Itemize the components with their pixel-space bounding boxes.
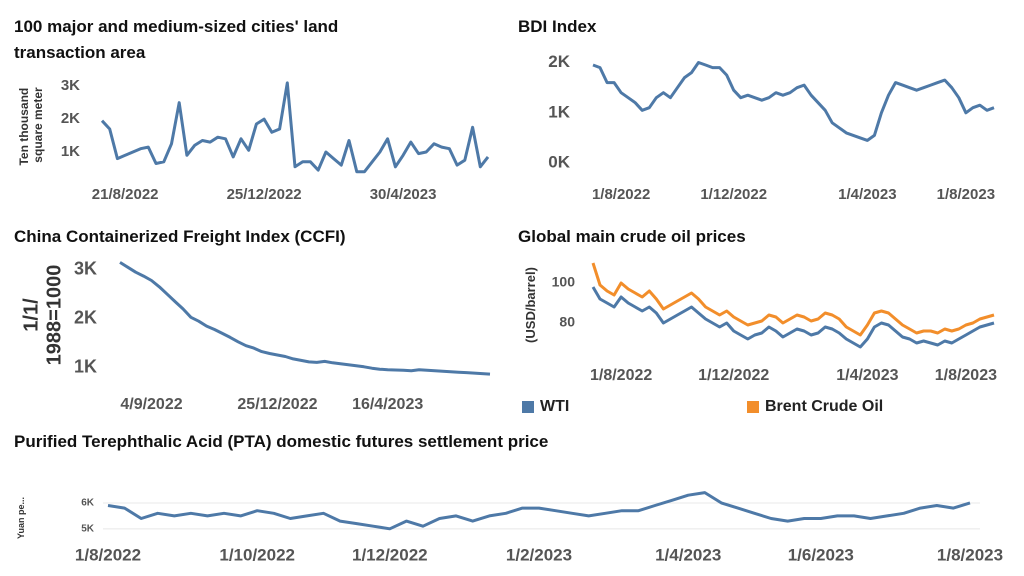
y-tick-label: 0K xyxy=(548,152,570,171)
y-tick-label: 2K xyxy=(74,307,97,327)
x-tick-label: 1/4/2023 xyxy=(655,545,721,564)
x-tick-label: 1/2/2023 xyxy=(506,545,572,564)
x-tick-label: 1/8/2022 xyxy=(75,545,141,564)
x-tick-label: 16/4/2023 xyxy=(352,396,423,413)
x-tick-label: 1/12/2022 xyxy=(700,186,767,203)
y-tick-label: 3K xyxy=(61,77,80,94)
line-series xyxy=(100,81,490,174)
y-tick-label: 2K xyxy=(61,110,80,127)
y-axis-label: Yuan pe... xyxy=(16,497,26,539)
chart-title: Purified Terephthalic Acid (PTA) domesti… xyxy=(14,432,548,451)
y-tick-label: 3K xyxy=(74,258,97,278)
legend-label: WTI xyxy=(540,398,569,415)
y-tick-label: 1K xyxy=(74,356,97,376)
line-series xyxy=(592,61,995,142)
legend-swatch xyxy=(747,401,759,413)
y-tick-label: 100 xyxy=(552,274,576,290)
y-axis-label: Ten thousand square meter xyxy=(17,84,45,165)
x-tick-label: 21/8/2022 xyxy=(92,186,159,203)
x-tick-label: 1/8/2023 xyxy=(935,367,997,384)
y-tick-label: 1K xyxy=(61,143,80,160)
x-tick-label: 1/8/2022 xyxy=(590,367,652,384)
x-tick-label: 1/12/2022 xyxy=(352,545,428,564)
legend-swatch xyxy=(522,401,534,413)
y-tick-label: 5K xyxy=(81,523,95,534)
x-tick-label: 1/10/2022 xyxy=(219,545,295,564)
line-series xyxy=(107,491,971,531)
x-tick-label: 4/9/2022 xyxy=(120,396,182,413)
y-tick-label: 80 xyxy=(559,314,575,330)
x-tick-label: 25/12/2022 xyxy=(227,186,302,203)
x-tick-label: 1/8/2023 xyxy=(937,186,995,203)
y-tick-label: 2K xyxy=(548,52,570,71)
x-tick-label: 1/12/2022 xyxy=(698,367,769,384)
chart-title: BDI Index xyxy=(518,17,597,36)
line-series xyxy=(591,286,995,349)
x-tick-label: 1/4/2023 xyxy=(836,367,898,384)
y-tick-label: 1K xyxy=(548,102,570,121)
x-tick-label: 1/4/2023 xyxy=(838,186,896,203)
chart-title: 100 major and medium-sized cities' land … xyxy=(14,17,343,62)
y-axis-label: (USD/barrel) xyxy=(523,267,538,343)
x-tick-label: 25/12/2022 xyxy=(237,396,317,413)
x-tick-label: 30/4/2023 xyxy=(370,186,437,203)
y-tick-label: 6K xyxy=(81,498,95,509)
line-series xyxy=(591,262,995,337)
line-series xyxy=(119,261,491,376)
x-tick-label: 1/8/2022 xyxy=(592,186,650,203)
chart-title: Global main crude oil prices xyxy=(518,227,746,246)
chart-title: China Containerized Freight Index (CCFI) xyxy=(14,227,346,246)
x-tick-label: 1/8/2023 xyxy=(937,545,1003,564)
x-tick-label: 1/6/2023 xyxy=(788,545,854,564)
y-axis-label: 1/1/1988=1000 xyxy=(21,265,66,366)
legend-label: Brent Crude Oil xyxy=(765,398,883,415)
